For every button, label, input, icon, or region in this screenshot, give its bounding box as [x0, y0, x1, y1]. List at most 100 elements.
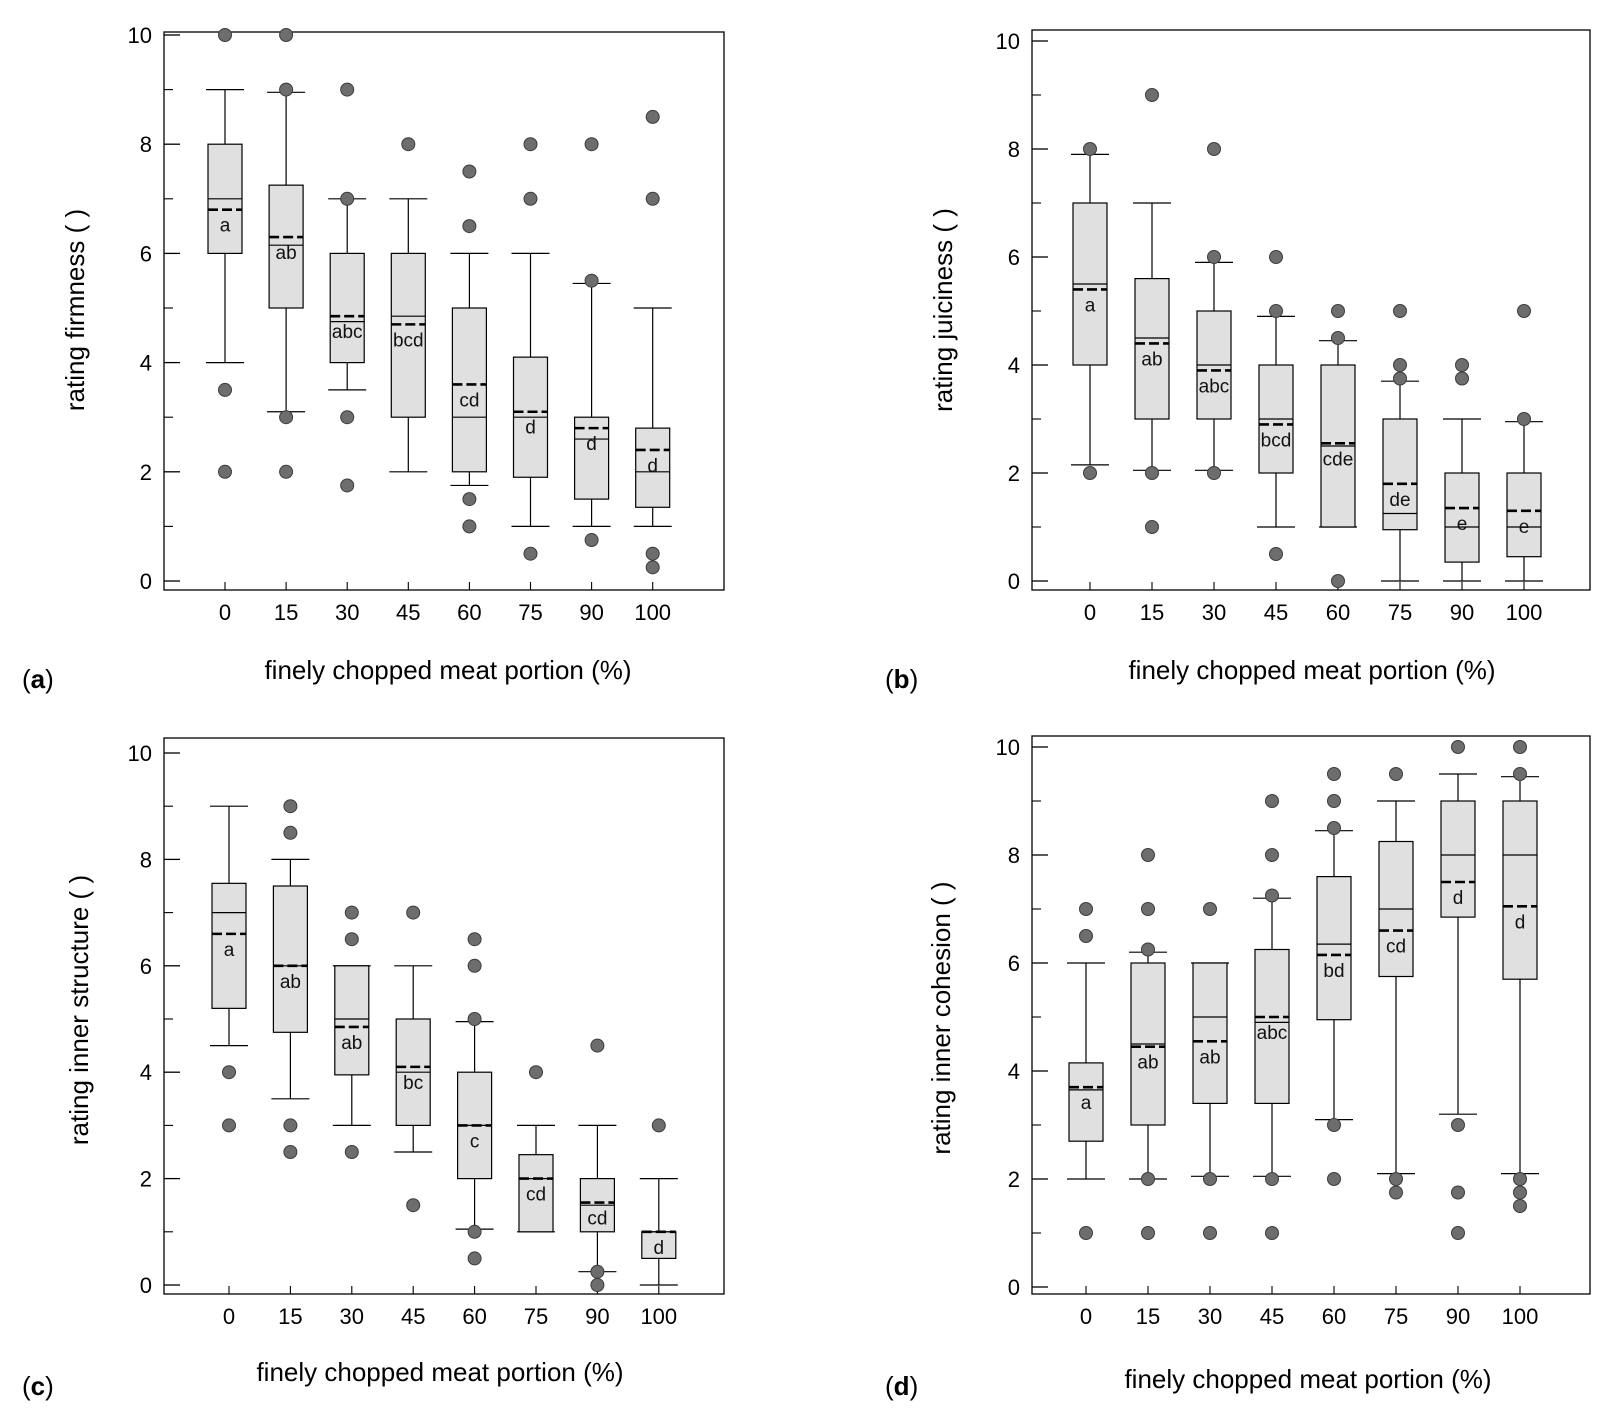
outlier-point — [1331, 331, 1345, 345]
outlier-point — [218, 464, 232, 479]
outlier-point — [1393, 304, 1407, 318]
box — [641, 1231, 677, 1260]
significance-letter: cd — [1386, 937, 1406, 958]
x-tick-label: 75 — [1388, 600, 1412, 625]
x-tick-label: 90 — [1450, 600, 1474, 625]
x-tick-label: 90 — [1446, 1304, 1470, 1329]
box-group: ab — [1191, 902, 1229, 1240]
y-axis-label: rating inner cohesion ( ) — [926, 881, 956, 1154]
box — [451, 307, 487, 473]
significance-letter: bcd — [1261, 430, 1292, 451]
outlier-point — [1141, 1226, 1155, 1240]
outlier-point — [279, 464, 294, 479]
outlier-point — [1265, 1226, 1279, 1240]
outlier-point — [1451, 740, 1465, 754]
outlier-point — [1207, 466, 1221, 480]
significance-letter: cd — [526, 1185, 546, 1206]
box-group: abc — [1195, 142, 1233, 480]
x-tick-label: 45 — [1260, 1304, 1284, 1329]
outlier-point — [344, 905, 359, 920]
x-tick-label: 100 — [1506, 600, 1543, 625]
outlier-point — [406, 905, 421, 920]
outlier-point — [1141, 902, 1155, 916]
outlier-point — [584, 273, 599, 288]
outlier-point — [584, 533, 599, 548]
outlier-point — [1141, 1172, 1155, 1186]
outlier-point — [283, 825, 298, 840]
significance-letter: ab — [1199, 1047, 1220, 1068]
box-group: d — [633, 109, 672, 575]
outlier-point — [1265, 1172, 1279, 1186]
box-group: bcd — [1257, 250, 1295, 561]
y-axis-label: rating firmness ( ) — [60, 209, 90, 411]
outlier-point — [1269, 304, 1283, 318]
outlier-point — [1455, 358, 1469, 372]
outlier-point — [1203, 1226, 1217, 1240]
outlier-point — [584, 137, 599, 152]
x-tick-label: 15 — [278, 1304, 302, 1329]
x-tick-label: 75 — [1384, 1304, 1408, 1329]
outlier-point — [467, 958, 482, 973]
y-tick-label: 6 — [140, 241, 152, 266]
panel-label: (b) — [885, 664, 918, 694]
outlier-point — [590, 1038, 605, 1053]
outlier-point — [1083, 142, 1097, 156]
significance-letter: abc — [1257, 1023, 1288, 1044]
y-tick-label: 6 — [1008, 245, 1020, 270]
box-group: abc — [1253, 794, 1291, 1240]
box-group: d — [1439, 740, 1477, 1240]
plot-frame — [163, 31, 725, 591]
box-group: d — [1501, 740, 1539, 1213]
box-group: d — [572, 137, 611, 548]
outlier-point — [1393, 371, 1407, 386]
box — [1134, 278, 1170, 420]
x-tick-label: 30 — [1198, 1304, 1222, 1329]
outlier-point — [401, 137, 416, 152]
x-axis-label: finely chopped meat portion (%) — [1128, 655, 1495, 685]
y-tick-label: 2 — [1008, 1167, 1020, 1192]
box-group: bc — [394, 905, 433, 1213]
box — [268, 184, 304, 309]
box — [334, 965, 370, 1076]
significance-letter: ab — [280, 972, 301, 993]
box-group: e — [1505, 304, 1543, 582]
outlier-point — [1207, 142, 1221, 156]
x-tick-label: 15 — [274, 600, 298, 625]
outlier-point — [523, 546, 538, 561]
outlier-point — [1517, 412, 1531, 426]
outlier-point — [645, 109, 660, 124]
x-tick-label: 60 — [457, 600, 481, 625]
box — [1444, 472, 1480, 563]
outlier-point — [1265, 888, 1279, 903]
box-group: cde — [1319, 304, 1357, 588]
outlier-point — [523, 137, 538, 152]
significance-letter: abc — [332, 322, 363, 343]
outlier-point — [1451, 1185, 1465, 1200]
x-tick-label: 15 — [1136, 1304, 1160, 1329]
significance-letter: bcd — [393, 330, 424, 351]
significance-letter: bc — [403, 1073, 423, 1094]
box-group: bcd — [389, 137, 428, 473]
outlier-point — [1513, 767, 1527, 781]
box-group: cd — [450, 164, 489, 534]
significance-letter: d — [654, 1238, 665, 1259]
significance-letter: bd — [1323, 961, 1344, 982]
significance-letter: cd — [587, 1209, 607, 1230]
outlier-point — [1327, 821, 1341, 835]
outlier-point — [1269, 547, 1283, 561]
outlier-point — [1451, 1226, 1465, 1240]
box-group: d — [511, 137, 550, 561]
box-group: ab — [332, 905, 371, 1159]
box — [211, 882, 247, 1009]
significance-letter: ab — [341, 1033, 362, 1054]
outlier-point — [645, 560, 660, 575]
panel-label: (a) — [22, 664, 54, 694]
box-group: abc — [328, 82, 367, 493]
significance-letter: a — [224, 940, 235, 961]
significance-letter: e — [1457, 514, 1468, 535]
outlier-point — [1079, 1226, 1093, 1240]
outlier-point — [1393, 358, 1407, 372]
box — [1316, 875, 1352, 1021]
y-tick-label: 0 — [140, 569, 152, 594]
